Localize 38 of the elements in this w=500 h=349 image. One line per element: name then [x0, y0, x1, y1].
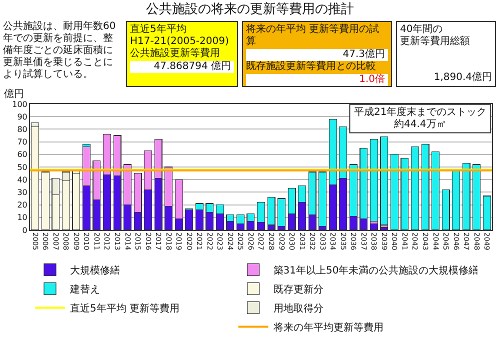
text: 将来の年平均 更新等費用の試算	[246, 24, 380, 48]
y-tick-label: 80	[17, 125, 28, 134]
y-tick-label: 100	[12, 100, 28, 109]
text: H17-21(2005-2009)	[130, 36, 230, 48]
y-tick-label: 70	[17, 138, 28, 147]
bar	[318, 172, 327, 227]
text: 47.868794 億円	[130, 61, 234, 73]
y-tick-label: 90	[17, 112, 28, 122]
annotation: 平成21年度末までのストック	[354, 106, 487, 118]
text: 40年間の	[400, 24, 444, 36]
text: 公共施設更新等費用	[130, 48, 221, 60]
y-tick-label: 0	[22, 226, 28, 235]
legend-label: 既存更新分	[273, 284, 324, 296]
legend-label: 築31年以上50年未満の公共施設の大規模修繕	[273, 264, 479, 277]
y-tick-label: 10	[17, 213, 28, 222]
y-tick-label: 20	[17, 200, 28, 210]
annotation: 約44.4万㎡	[394, 119, 446, 130]
y-axis-title: 億円	[4, 88, 24, 100]
text: 直近5年平均	[130, 24, 188, 36]
text: 既存施設更新等費用との比較	[246, 61, 377, 73]
legend-label: 大規模修繕	[70, 264, 120, 277]
legend-label: 用地取得分	[273, 302, 324, 315]
text: 公共施設は、耐用年数60年での更新を前提に、整備年度ごとの延床面積に更新単価を乗じることにより試算している。	[3, 21, 117, 81]
text: 47.3億円	[246, 49, 388, 61]
bar	[380, 136, 388, 226]
legend-label: 直近5年平均 更新等費用	[70, 302, 180, 315]
y-tick-label: 50	[17, 162, 28, 172]
chart-title: 公共施設の将来の更新等費用の推計	[145, 2, 355, 18]
text: 1,890.4億円	[434, 72, 492, 84]
y-tick-label: 40	[17, 175, 28, 184]
legend-label: 将来の年平均更新等費用	[272, 322, 384, 334]
text: 1.0倍	[246, 74, 388, 86]
bar	[278, 198, 286, 227]
y-tick-label: 30	[17, 188, 28, 197]
y-tick-label: 60	[17, 150, 28, 160]
bar	[370, 138, 378, 222]
text: 更新等費用総額	[400, 36, 471, 48]
legend-label: 建替え	[69, 284, 100, 296]
